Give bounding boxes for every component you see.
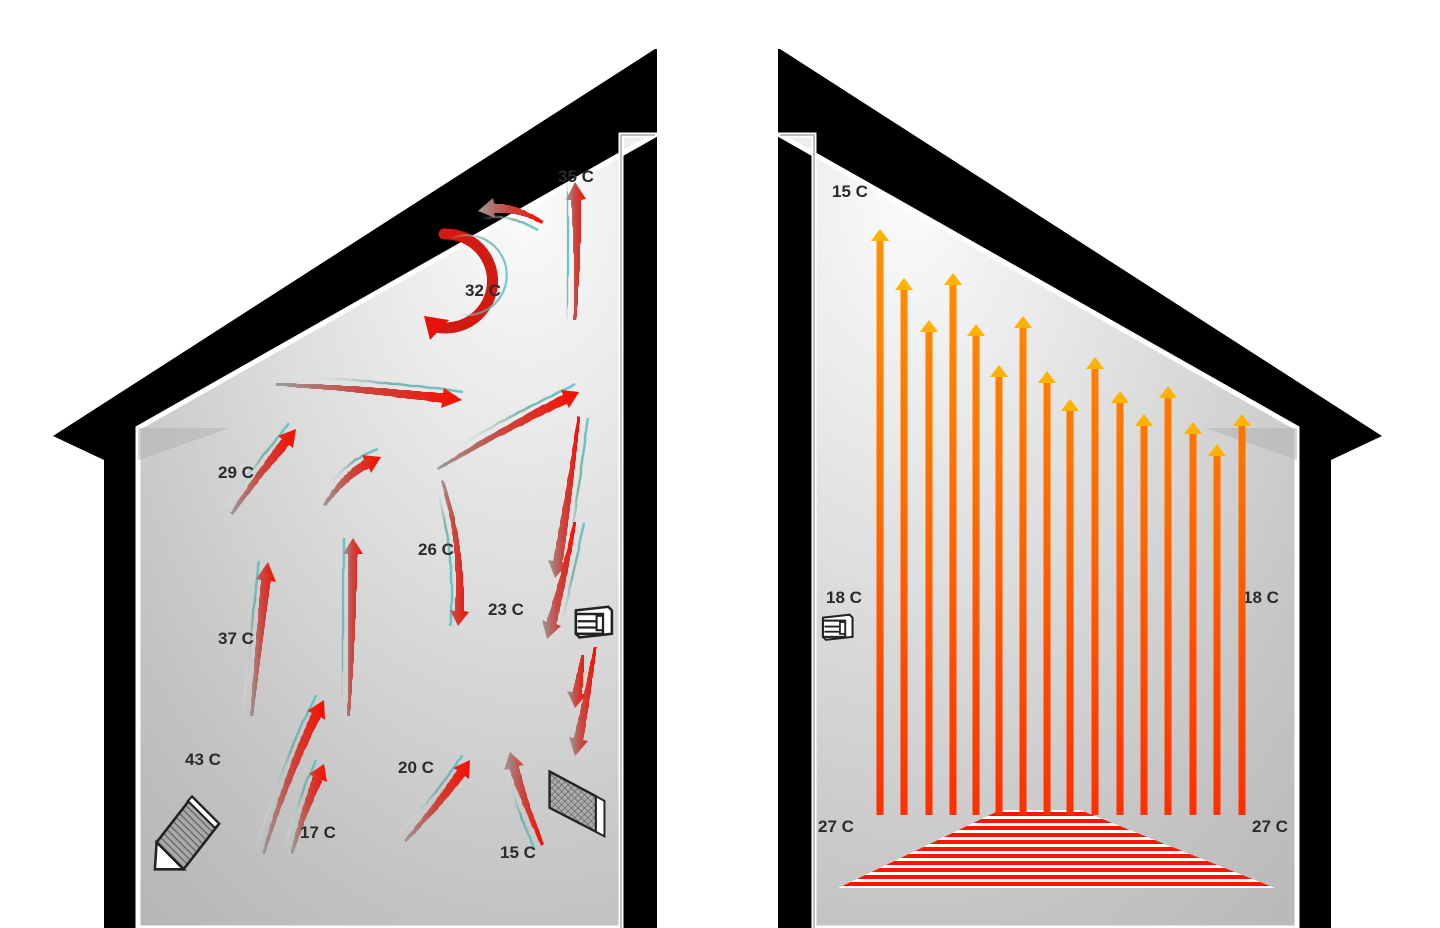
svg-text:26 C: 26 C xyxy=(418,540,454,559)
svg-text:29 C: 29 C xyxy=(218,463,254,482)
svg-text:43 C: 43 C xyxy=(185,750,221,769)
svg-text:18 C: 18 C xyxy=(826,588,862,607)
svg-text:27 C: 27 C xyxy=(1252,817,1288,836)
svg-text:32 C: 32 C xyxy=(465,281,501,300)
svg-text:20 C: 20 C xyxy=(398,758,434,777)
svg-text:23 C: 23 C xyxy=(488,600,524,619)
svg-text:17 C: 17 C xyxy=(300,823,336,842)
svg-text:37 C: 37 C xyxy=(218,629,254,648)
svg-text:27 C: 27 C xyxy=(818,817,854,836)
svg-text:15 C: 15 C xyxy=(500,843,536,862)
svg-text:15 C: 15 C xyxy=(832,182,868,201)
svg-text:18 C: 18 C xyxy=(1243,588,1279,607)
svg-text:35 C: 35 C xyxy=(558,167,594,186)
